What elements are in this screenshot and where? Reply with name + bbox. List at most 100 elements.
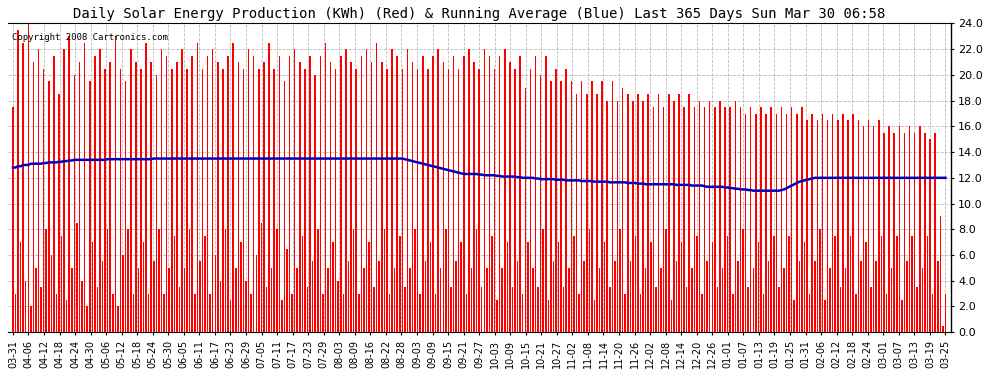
Bar: [904, 133, 905, 332]
Bar: [68, 36, 70, 332]
Bar: [181, 49, 183, 332]
Bar: [28, 17, 29, 332]
Bar: [694, 107, 695, 332]
Bar: [932, 294, 934, 332]
Bar: [89, 81, 90, 332]
Bar: [91, 242, 93, 332]
Bar: [73, 75, 75, 332]
Bar: [560, 81, 562, 332]
Bar: [12, 107, 14, 332]
Bar: [565, 69, 567, 332]
Bar: [48, 81, 50, 332]
Bar: [586, 94, 587, 332]
Bar: [320, 56, 321, 332]
Bar: [643, 100, 644, 332]
Bar: [696, 236, 698, 332]
Bar: [150, 62, 152, 332]
Bar: [486, 268, 488, 332]
Bar: [599, 268, 600, 332]
Bar: [944, 294, 946, 332]
Bar: [673, 100, 674, 332]
Bar: [875, 261, 877, 332]
Bar: [552, 261, 554, 332]
Bar: [917, 287, 918, 332]
Bar: [233, 43, 234, 332]
Bar: [540, 75, 542, 332]
Bar: [427, 69, 429, 332]
Bar: [176, 62, 177, 332]
Bar: [896, 236, 898, 332]
Bar: [253, 56, 254, 332]
Bar: [517, 261, 519, 332]
Bar: [141, 69, 142, 332]
Bar: [601, 81, 603, 332]
Bar: [289, 56, 290, 332]
Bar: [199, 261, 201, 332]
Bar: [622, 88, 624, 332]
Bar: [420, 294, 421, 332]
Bar: [714, 107, 716, 332]
Bar: [525, 88, 526, 332]
Bar: [499, 56, 500, 332]
Bar: [620, 229, 621, 332]
Bar: [888, 126, 890, 332]
Bar: [120, 69, 121, 332]
Bar: [191, 56, 193, 332]
Bar: [286, 249, 288, 332]
Bar: [520, 56, 521, 332]
Bar: [163, 294, 164, 332]
Bar: [744, 114, 746, 332]
Bar: [352, 229, 354, 332]
Bar: [596, 94, 598, 332]
Bar: [365, 49, 367, 332]
Bar: [768, 261, 769, 332]
Bar: [184, 268, 185, 332]
Bar: [868, 120, 869, 332]
Bar: [338, 281, 339, 332]
Bar: [778, 287, 780, 332]
Bar: [394, 268, 395, 332]
Bar: [924, 133, 926, 332]
Bar: [681, 242, 682, 332]
Bar: [507, 242, 508, 332]
Bar: [276, 229, 277, 332]
Bar: [284, 81, 285, 332]
Bar: [594, 300, 595, 332]
Bar: [899, 126, 900, 332]
Bar: [814, 261, 816, 332]
Bar: [153, 261, 154, 332]
Bar: [415, 229, 416, 332]
Bar: [857, 120, 859, 332]
Bar: [919, 126, 921, 332]
Bar: [755, 114, 756, 332]
Bar: [312, 261, 314, 332]
Bar: [470, 268, 472, 332]
Bar: [102, 261, 103, 332]
Bar: [719, 100, 721, 332]
Bar: [717, 287, 718, 332]
Bar: [25, 281, 27, 332]
Bar: [399, 236, 401, 332]
Bar: [447, 69, 449, 332]
Bar: [194, 294, 196, 332]
Bar: [296, 268, 298, 332]
Bar: [832, 114, 834, 332]
Bar: [891, 268, 892, 332]
Bar: [660, 268, 662, 332]
Bar: [865, 242, 867, 332]
Bar: [86, 306, 88, 332]
Bar: [36, 268, 37, 332]
Bar: [452, 56, 454, 332]
Bar: [355, 69, 357, 332]
Bar: [827, 120, 829, 332]
Bar: [583, 261, 585, 332]
Bar: [735, 100, 737, 332]
Bar: [265, 287, 267, 332]
Bar: [135, 62, 137, 332]
Bar: [30, 306, 32, 332]
Bar: [632, 100, 634, 332]
Bar: [468, 49, 469, 332]
Bar: [407, 49, 408, 332]
Bar: [55, 294, 57, 332]
Bar: [104, 69, 106, 332]
